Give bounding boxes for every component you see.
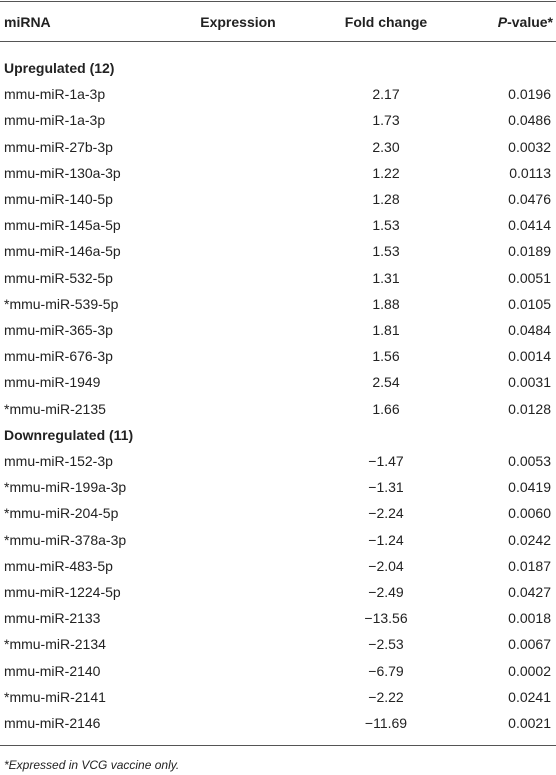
fold-change: 2.54	[372, 374, 400, 391]
fold-change: 1.22	[372, 164, 400, 181]
fold-change: 1.81	[372, 322, 400, 338]
fold-change: −6.79	[368, 662, 404, 679]
p-value: 0.0189	[508, 243, 551, 260]
top-rule	[0, 1, 556, 2]
p-value: 0.0427	[508, 584, 551, 600]
p-value: 0.0414	[508, 217, 551, 234]
fold-change: −2.53	[368, 636, 404, 653]
fold-change: 2.17	[372, 86, 400, 103]
fold-change: 1.56	[372, 348, 400, 365]
header-rule	[0, 41, 556, 42]
group-label: Downregulated (11)	[4, 426, 134, 443]
p-value: 0.0419	[508, 479, 551, 496]
p-value: 0.0486	[508, 112, 551, 129]
p-value: 0.0032	[508, 138, 551, 155]
p-value: 0.0187	[508, 557, 551, 574]
bottom-rule	[0, 745, 556, 746]
mirna-name: mmu-miR-365-3p	[4, 322, 113, 338]
p-value: 0.0021	[508, 715, 551, 731]
fold-change: 2.30	[372, 138, 400, 155]
fold-change: −1.31	[368, 479, 404, 496]
header-expression: Expression	[200, 14, 276, 30]
p-value: 0.0241	[508, 688, 551, 705]
header-p-rest: -value*	[507, 14, 553, 30]
group-label: Upregulated (12)	[4, 60, 115, 76]
p-value: 0.0014	[508, 348, 551, 365]
fold-change: −11.69	[364, 715, 408, 731]
p-value: 0.0484	[508, 322, 551, 338]
p-value: 0.0113	[509, 164, 551, 181]
mirna-name: mmu-miR-152-3p	[4, 453, 113, 469]
mirna-name: mmu-miR-1224-5p	[4, 584, 121, 600]
mirna-name: mmu-miR-27b-3p	[4, 138, 113, 155]
fold-change: 1.88	[372, 295, 400, 312]
header-mirna: miRNA	[4, 14, 51, 30]
p-value: 0.0051	[508, 269, 551, 286]
mirna-name: mmu-miR-140-5p	[4, 191, 113, 207]
footnote: *Expressed in VCG vaccine only.	[4, 758, 180, 772]
p-value: 0.0002	[508, 662, 551, 679]
fold-change: −2.49	[368, 584, 404, 600]
mirna-name: *mmu-miR-2135	[4, 400, 106, 417]
header-fold-change: Fold change	[344, 14, 428, 30]
fold-change: 1.31	[372, 269, 400, 286]
fold-change: −13.56	[364, 610, 408, 627]
p-value: 0.0476	[508, 191, 551, 207]
mirna-name: mmu-miR-1a-3p	[4, 86, 106, 103]
p-value: 0.0196	[508, 86, 551, 103]
mirna-name: mmu-miR-676-3p	[4, 348, 113, 365]
fold-change: −1.24	[368, 531, 404, 548]
mirna-name: mmu-miR-2133	[4, 610, 101, 627]
p-value: 0.0053	[508, 453, 551, 469]
fold-change: −2.22	[368, 688, 404, 705]
mirna-name: mmu-miR-1a-3p	[4, 112, 106, 129]
mirna-name: *mmu-miR-539-5p	[4, 295, 119, 312]
mirna-name: mmu-miR-145a-5p	[4, 217, 121, 234]
p-value: 0.0105	[508, 295, 551, 312]
mirna-name: mmu-miR-2140	[4, 662, 101, 679]
mirna-name: *mmu-miR-2141	[4, 688, 106, 705]
fold-change: 1.73	[372, 112, 400, 129]
header-p-value: P-value*	[498, 13, 553, 31]
p-value: 0.0242	[508, 531, 551, 548]
mirna-name: mmu-miR-2146	[4, 715, 101, 731]
header-p: P	[497, 14, 508, 30]
mirna-name: *mmu-miR-378a-3p	[4, 531, 127, 548]
mirna-name: *mmu-miR-204-5p	[4, 505, 119, 522]
mirna-name: mmu-miR-483-5p	[4, 557, 113, 574]
p-value: 0.0060	[508, 505, 551, 522]
p-value: 0.0128	[508, 400, 551, 417]
mirna-name: mmu-miR-1949	[4, 374, 101, 391]
fold-change: 1.53	[372, 243, 400, 260]
mirna-name: mmu-miR-146a-5p	[4, 243, 121, 260]
fold-change: 1.28	[372, 191, 400, 207]
mirna-name: mmu-miR-532-5p	[4, 269, 113, 286]
fold-change: −1.47	[368, 453, 404, 469]
mirna-name: *mmu-miR-2134	[4, 636, 106, 653]
mirna-name: mmu-miR-130a-3p	[4, 164, 121, 181]
p-value: 0.0067	[508, 636, 551, 653]
fold-change: −2.24	[368, 505, 404, 522]
p-value: 0.0031	[508, 374, 551, 391]
fold-change: 1.53	[372, 217, 400, 234]
fold-change: 1.66	[372, 400, 400, 417]
mirna-name: *mmu-miR-199a-3p	[4, 479, 127, 496]
fold-change: −2.04	[368, 557, 404, 574]
p-value: 0.0018	[508, 610, 551, 627]
